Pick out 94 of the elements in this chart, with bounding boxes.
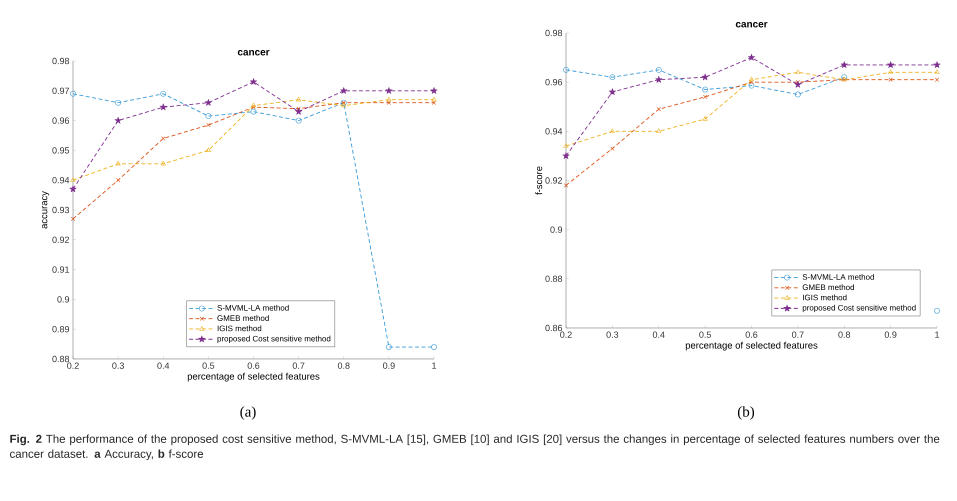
chart-title: cancer [238,50,270,56]
point [432,100,436,105]
chart-title: cancer [736,22,768,28]
point [888,78,893,82]
x-tick-label: 0.2 [560,332,572,338]
point [250,102,256,108]
y-tick-label: 0.97 [52,88,70,94]
point [205,113,212,120]
point [160,90,166,97]
y-tick-label: 0.89 [52,326,70,332]
y-tick-label: 0.86 [545,324,562,332]
x-tick-label: 0.6 [248,362,260,369]
y-tick-label: 0.91 [52,266,70,273]
point [251,105,256,110]
point [115,100,122,106]
y-tick-label: 0.92 [52,236,70,243]
x-tick-label: 0.6 [746,332,758,338]
y-tick-label: 0.98 [545,30,562,36]
x-tick-label: 0.3 [606,332,618,338]
x-tick-label: 0.2 [67,362,79,369]
point [702,86,708,92]
text: (a) [240,406,256,420]
y-tick-label: 0.96 [52,117,70,124]
point [656,107,661,112]
point [341,102,346,108]
x-tick-label: 1 [432,362,436,369]
point [703,94,708,100]
point [564,183,568,188]
point [250,108,256,115]
point [431,96,437,102]
y-tick-label: 0.98 [52,58,70,64]
x-tick-label: 0.7 [292,362,304,369]
point [795,69,800,74]
text: Fig. 2 The performance of the proposed cost sensitive method, S-MVML-LA [15], GMEB [10] and IGIS [20] versus the changes in percentage of selected features numbers over the cancer dataset. a Accuracy, b f-score [10,434,940,460]
point [702,116,708,121]
x-tick-label: 0.4 [157,362,170,369]
point [749,80,754,84]
y-axis-title: accuracy [42,191,50,229]
point [888,69,894,74]
y-tick-label: 0.9 [550,226,562,233]
y-tick-label: 0.9 [57,296,70,303]
y-tick-label: 0.94 [545,128,562,134]
point [431,344,437,350]
point [386,100,392,105]
point [116,178,120,182]
point [934,78,940,82]
point [386,344,392,350]
point [610,128,615,133]
y-tick-label: 0.92 [545,177,562,184]
x-tick-label: 1 [935,332,940,338]
y-tick-label: 0.93 [52,206,70,214]
y-tick-label: 0.88 [52,356,70,362]
x-tick-label: 0.5 [699,332,711,338]
point [748,82,754,88]
point [296,118,302,124]
x-tick-label: 0.4 [652,332,665,338]
x-axis-title: percentage of selected features [686,342,818,351]
point [934,308,940,314]
y-axis-title: f-score [535,166,542,195]
x-tick-label: 0.8 [338,362,350,369]
y-tick-label: 0.94 [52,177,70,184]
point [386,96,392,102]
point [563,143,569,148]
point [70,177,76,182]
point [609,74,616,80]
text: (b) [738,406,754,420]
x-tick-label: 0.9 [382,362,395,369]
point [161,136,166,141]
point [296,96,302,102]
y-tick-label: 0.88 [545,276,562,282]
point [934,69,940,74]
point [206,147,211,152]
point [656,128,662,133]
point [794,92,801,98]
x-tick-label: 0.3 [112,362,124,369]
point [563,66,569,73]
point [610,146,615,151]
point [796,80,800,84]
point [656,66,662,73]
point [70,216,76,222]
y-tick-label: 0.95 [52,147,70,154]
point [116,160,121,166]
point [841,74,848,80]
x-tick-label: 0.7 [792,332,804,338]
point [70,90,76,97]
point [160,160,166,166]
point [296,106,301,111]
x-tick-label: 0.8 [838,332,850,338]
point [206,122,211,128]
x-tick-label: 0.5 [202,362,214,369]
y-tick-label: 0.96 [545,78,562,86]
x-axis-title: percentage of selected features [188,372,320,382]
x-tick-label: 0.9 [884,332,896,338]
point [748,76,754,82]
